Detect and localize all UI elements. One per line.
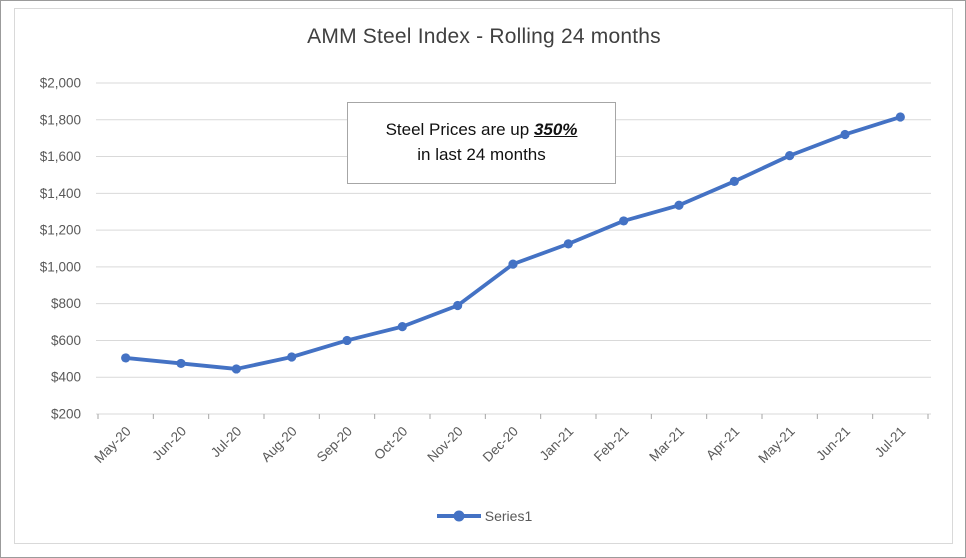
data-point <box>619 216 629 226</box>
annotation-emphasis: 350% <box>533 120 578 140</box>
x-axis-tick-label: Aug-20 <box>258 424 299 465</box>
x-axis-tick-label: Apr-21 <box>703 424 742 463</box>
y-axis-tick-label: $1,000 <box>40 259 81 274</box>
chart-title: AMM Steel Index - Rolling 24 months <box>307 25 661 48</box>
y-axis-tick-label: $1,800 <box>40 112 81 127</box>
data-point <box>176 358 186 369</box>
x-axis-tick-label: Jun-20 <box>149 424 189 464</box>
x-axis-tick-label: Jul-21 <box>872 424 909 461</box>
x-axis-tick-label: Sep-20 <box>314 424 355 465</box>
data-point <box>287 352 297 362</box>
annotation-callout: Steel Prices are up 350% in last 24 mont… <box>347 102 616 184</box>
legend-series-label: Series1 <box>484 508 533 524</box>
y-axis-tick-label: $600 <box>51 333 81 348</box>
x-axis-tick-label: May-20 <box>91 424 133 466</box>
y-axis-tick-label: $1,200 <box>40 223 81 238</box>
x-axis-tick-label: Nov-20 <box>424 424 465 465</box>
y-axis-labels: $200 $400 $600 $800 $1,000 $1,200 $1,400 $1,600… <box>40 76 81 422</box>
chart-frame <box>14 8 953 544</box>
series-Series1 <box>121 112 905 374</box>
annotation-line2: in last 24 months <box>417 145 546 164</box>
x-axis-tick-label: Oct-20 <box>371 424 410 463</box>
data-point <box>121 353 131 363</box>
data-point <box>674 200 684 210</box>
y-axis-tick-label: $800 <box>51 296 81 311</box>
y-axis-tick-label: $1,600 <box>40 149 81 164</box>
annotation-text: Steel Prices are up <box>385 120 534 140</box>
data-point <box>342 335 352 346</box>
data-point <box>563 239 573 249</box>
data-point <box>508 259 518 269</box>
data-point <box>785 151 795 161</box>
x-axis-tick-label: Dec-20 <box>480 424 521 465</box>
x-axis-tick-label: Jan-21 <box>537 424 577 464</box>
data-point <box>231 364 241 374</box>
x-axis-ticks <box>97 414 929 419</box>
legend: Series1 <box>1 505 965 527</box>
data-point <box>895 112 905 122</box>
data-point <box>729 176 739 186</box>
x-axis-labels: May-20 Jun-20 Jul-20 Aug-20 Sep-20 Oct-20 Nov-… <box>91 424 908 466</box>
x-axis-tick-label: Feb-21 <box>591 424 632 465</box>
x-axis-tick-label: Mar-21 <box>646 424 687 465</box>
data-point <box>397 322 407 332</box>
legend-line-marker-icon <box>436 510 481 522</box>
data-point <box>840 129 850 140</box>
x-axis-tick-label: Jul-20 <box>208 424 245 461</box>
y-axis-tick-label: $2,000 <box>40 76 81 91</box>
y-axis-tick-label: $200 <box>51 407 81 422</box>
x-axis-tick-label: Jun-21 <box>813 424 853 464</box>
y-axis-tick-label: $400 <box>51 370 81 385</box>
annotation-line1: Steel Prices are up 350% <box>386 118 578 143</box>
x-axis-tick-label: May-21 <box>755 424 797 466</box>
data-point <box>453 300 463 311</box>
y-axis-tick-label: $1,400 <box>40 186 81 201</box>
